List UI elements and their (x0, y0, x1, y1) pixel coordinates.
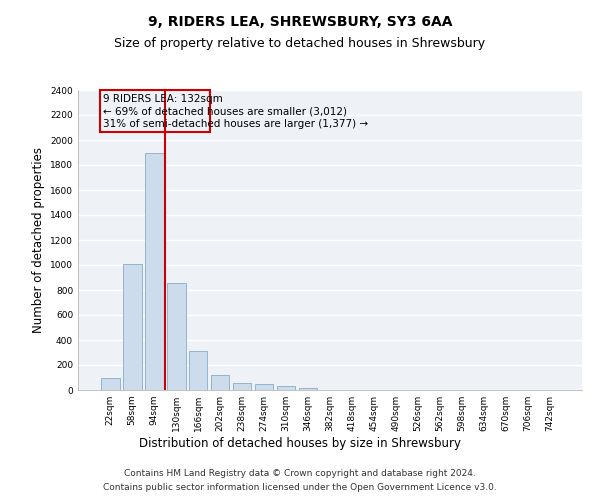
Text: 9, RIDERS LEA, SHREWSBURY, SY3 6AA: 9, RIDERS LEA, SHREWSBURY, SY3 6AA (148, 15, 452, 29)
Text: Contains public sector information licensed under the Open Government Licence v3: Contains public sector information licen… (103, 484, 497, 492)
Bar (100, 90, 210, 132)
Text: ← 69% of detached houses are smaller (3,012): ← 69% of detached houses are smaller (3,… (103, 106, 347, 116)
Bar (233, 383, 251, 390)
Text: Distribution of detached houses by size in Shrewsbury: Distribution of detached houses by size … (139, 438, 461, 450)
Text: Size of property relative to detached houses in Shrewsbury: Size of property relative to detached ho… (115, 38, 485, 51)
Bar (211, 375, 229, 390)
Bar (101, 378, 119, 390)
Bar (189, 350, 208, 390)
Bar (277, 386, 295, 390)
Bar (123, 264, 142, 390)
Text: Contains HM Land Registry data © Crown copyright and database right 2024.: Contains HM Land Registry data © Crown c… (124, 468, 476, 477)
Text: 31% of semi-detached houses are larger (1,377) →: 31% of semi-detached houses are larger (… (103, 118, 368, 128)
Bar (255, 384, 274, 390)
Bar (299, 388, 317, 390)
Y-axis label: Number of detached properties: Number of detached properties (32, 147, 44, 333)
Text: 9 RIDERS LEA: 132sqm: 9 RIDERS LEA: 132sqm (103, 94, 223, 104)
Bar (145, 152, 164, 390)
Bar (167, 282, 185, 390)
